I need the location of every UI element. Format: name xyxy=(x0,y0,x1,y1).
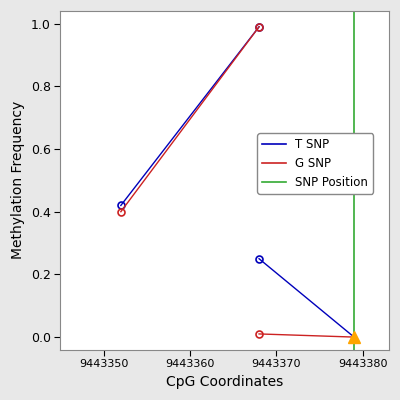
Y-axis label: Methylation Frequency: Methylation Frequency xyxy=(11,101,25,260)
Legend: T SNP, G SNP, SNP Position: T SNP, G SNP, SNP Position xyxy=(258,133,373,194)
X-axis label: CpG Coordinates: CpG Coordinates xyxy=(166,375,283,389)
